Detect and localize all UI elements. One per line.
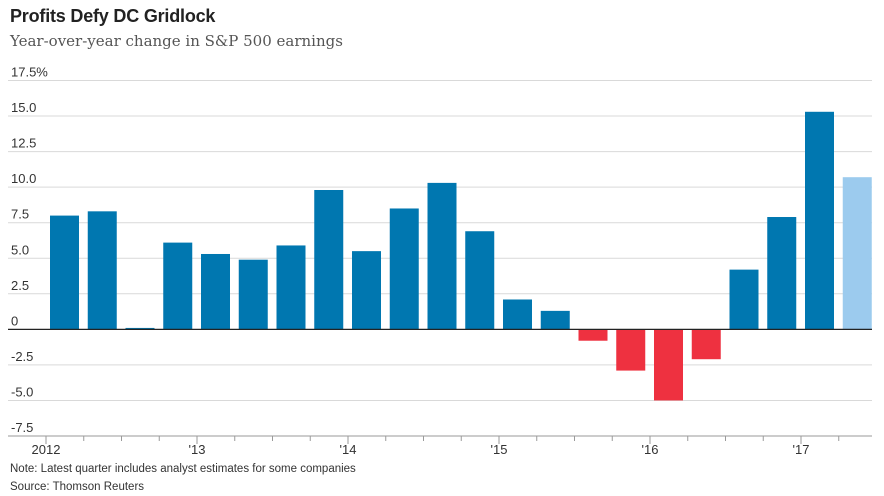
chart-source: Source: Thomson Reuters xyxy=(10,481,145,493)
bar xyxy=(238,259,268,330)
y-tick-label: 0 xyxy=(11,313,18,328)
bars xyxy=(50,111,872,401)
y-tick-label: 12.5 xyxy=(11,136,36,151)
bar xyxy=(503,299,532,330)
x-axis: 2012 '13 '14 '15 '16 '17 xyxy=(8,435,872,457)
y-tick-label: -5.0 xyxy=(11,384,33,399)
y-tick-label: 17.5% xyxy=(11,65,48,80)
x-tick-label: '14 xyxy=(340,442,357,457)
bar xyxy=(427,182,457,330)
bar xyxy=(87,211,117,330)
bar xyxy=(767,217,797,330)
grid-lines xyxy=(8,80,872,401)
y-tick-label: -2.5 xyxy=(11,349,33,364)
bar xyxy=(352,251,381,330)
bar xyxy=(50,215,79,330)
bar xyxy=(654,329,683,401)
y-tick-label: 7.5 xyxy=(11,207,29,222)
x-tick-label: '15 xyxy=(491,442,508,457)
bar xyxy=(389,208,419,330)
y-tick-label: 2.5 xyxy=(11,278,29,293)
bar xyxy=(842,177,872,330)
y-tick-label: -7.5 xyxy=(11,420,33,435)
y-tick-label: 15.0 xyxy=(11,100,36,115)
chart-subtitle: Year-over-year change in S&P 500 earning… xyxy=(10,32,343,50)
bar xyxy=(201,253,230,330)
x-tick-label: '16 xyxy=(642,442,659,457)
x-tick-label: 2012 xyxy=(32,442,61,457)
bar xyxy=(465,231,495,330)
y-tick-label: 5.0 xyxy=(11,242,29,257)
chart-note: Note: Latest quarter includes analyst es… xyxy=(10,463,356,475)
y-axis-tick-labels: -7.5 -5.0 -2.5 0 2.5 5.0 7.5 10.0 12.5 15.0 17.5% xyxy=(11,65,48,436)
bar xyxy=(616,329,646,371)
bar xyxy=(276,245,306,330)
bar xyxy=(691,329,721,360)
bar xyxy=(805,111,834,330)
x-tick-label: '17 xyxy=(793,442,810,457)
bar xyxy=(163,242,193,330)
y-tick-label: 10.0 xyxy=(11,171,36,186)
bar xyxy=(314,189,344,330)
chart-title: Profits Defy DC Gridlock xyxy=(10,6,216,26)
bar xyxy=(729,269,759,330)
x-tick-label: '13 xyxy=(189,442,206,457)
bar xyxy=(540,310,570,330)
bar xyxy=(578,329,608,341)
bar xyxy=(125,327,155,330)
